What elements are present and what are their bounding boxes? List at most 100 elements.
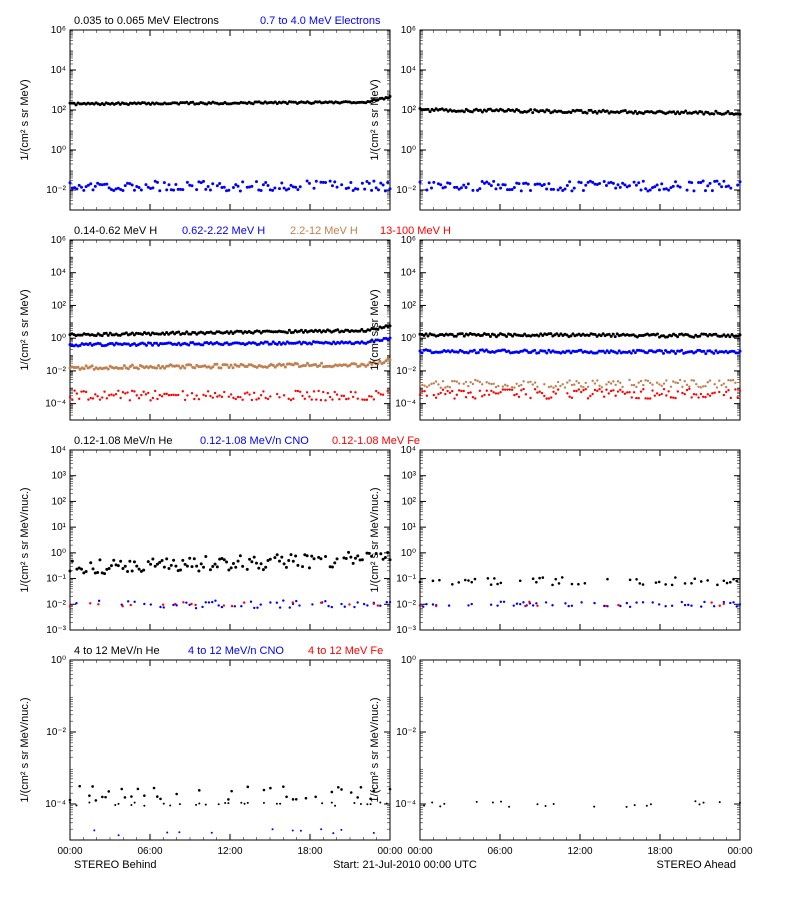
- footer-left: STEREO Behind: [74, 859, 157, 871]
- data-series: [69, 389, 389, 401]
- ytick-label: 10⁻²: [396, 185, 416, 196]
- legend-item: 0.14-0.62 MeV H: [74, 225, 157, 237]
- xtick-label: 06:00: [487, 846, 512, 857]
- data-series: [419, 332, 742, 339]
- ytick-label: 10⁻¹: [46, 574, 66, 585]
- ytick-label: 10⁰: [51, 548, 66, 559]
- ytick-label: 10⁴: [401, 268, 416, 279]
- data-series: [419, 388, 741, 400]
- ytick-label: 10⁻²: [396, 727, 416, 738]
- ytick-label: 10²: [52, 496, 67, 507]
- ytick-label: 10⁻³: [46, 625, 66, 636]
- ytick-label: 10⁻³: [396, 625, 416, 636]
- legend-item: 0.12-1.08 MeV/n CNO: [200, 435, 309, 447]
- legend-item: 2.2-12 MeV H: [290, 225, 358, 237]
- ytick-label: 10⁻²: [46, 599, 66, 610]
- ytick-label: 10⁰: [401, 548, 416, 559]
- legend-item: 0.62-2.22 MeV H: [182, 225, 265, 237]
- ytick-label: 10⁻⁴: [395, 799, 416, 810]
- data-series: [69, 801, 388, 806]
- legend-item: 0.035 to 0.065 MeV Electrons: [74, 15, 219, 27]
- xtick-label: 18:00: [297, 846, 322, 857]
- xtick-label: 00:00: [727, 846, 752, 857]
- xtick-label: 06:00: [137, 846, 162, 857]
- ytick-label: 10²: [402, 300, 417, 311]
- legend-item: 0.7 to 4.0 MeV Electrons: [260, 15, 381, 27]
- data-series: [69, 95, 392, 107]
- ytick-label: 10⁰: [51, 333, 66, 344]
- y-axis-label: 1/(cm² s sr MeV/nuc.): [369, 697, 381, 802]
- y-axis-label: 1/(cm² s sr MeV): [369, 79, 381, 160]
- ytick-label: 10⁻²: [46, 727, 66, 738]
- xtick-label: 00:00: [377, 846, 402, 857]
- ytick-label: 10⁶: [51, 25, 66, 36]
- ytick-label: 10²: [52, 105, 67, 116]
- ytick-label: 10⁴: [51, 445, 66, 456]
- legend-item: 0.12-1.08 MeV/n He: [74, 435, 172, 447]
- ytick-label: 10⁰: [51, 145, 66, 156]
- xtick-label: 12:00: [217, 846, 242, 857]
- data-series: [423, 800, 741, 808]
- ytick-label: 10⁻¹: [396, 574, 416, 585]
- ytick-label: 10⁻²: [396, 599, 416, 610]
- xtick-label: 00:00: [407, 846, 432, 857]
- ytick-label: 10³: [402, 471, 417, 482]
- y-axis-label: 1/(cm² s sr MeV/nuc.): [19, 487, 31, 592]
- panel-frame: [70, 660, 390, 840]
- y-axis-label: 1/(cm² s sr MeV): [19, 289, 31, 370]
- ytick-label: 10³: [52, 471, 67, 482]
- ytick-label: 10⁻⁴: [395, 399, 416, 410]
- panel-frame: [420, 450, 740, 630]
- legend-item: 13-100 MeV H: [380, 225, 451, 237]
- ytick-label: 10⁻²: [46, 185, 66, 196]
- panel-frame: [420, 660, 740, 840]
- legend-item: 4 to 12 MeV/n CNO: [188, 645, 284, 657]
- footer-right: STEREO Ahead: [657, 859, 737, 871]
- data-series: [419, 107, 742, 116]
- ytick-label: 10⁰: [401, 145, 416, 156]
- ytick-label: 10⁶: [51, 235, 66, 246]
- data-series: [419, 348, 742, 355]
- data-series: [69, 551, 392, 575]
- legend-item: 0.12-1.08 MeV Fe: [332, 435, 420, 447]
- data-series: [69, 357, 392, 371]
- ytick-label: 10⁻⁴: [45, 399, 66, 410]
- legend-item: 4 to 12 MeV/n He: [74, 645, 160, 657]
- y-axis-label: 1/(cm² s sr MeV): [369, 289, 381, 370]
- legend-item: 4 to 12 MeV Fe: [308, 645, 383, 657]
- ytick-label: 10⁻²: [396, 366, 416, 377]
- plot-svg: 10⁻² 10⁰ 10² 10⁴ 10⁶ 1/(cm² s sr MeV) 10⁻² 10⁰ 1…: [0, 0, 800, 900]
- data-series: [69, 599, 391, 609]
- data-series: [93, 828, 374, 836]
- ytick-label: 10⁰: [51, 655, 66, 666]
- data-series: [69, 337, 392, 348]
- ytick-label: 10⁻⁴: [45, 799, 66, 810]
- ytick-label: 10⁻²: [46, 366, 66, 377]
- xtick-label: 00:00: [57, 846, 82, 857]
- ytick-label: 10²: [402, 105, 417, 116]
- ytick-label: 10¹: [52, 522, 67, 533]
- data-series: [419, 576, 738, 586]
- data-series: [69, 324, 392, 337]
- ytick-label: 10²: [402, 496, 417, 507]
- xtick-label: 18:00: [647, 846, 672, 857]
- y-axis-label: 1/(cm² s sr MeV/nuc.): [19, 697, 31, 802]
- ytick-label: 10²: [52, 300, 67, 311]
- ytick-label: 10⁴: [401, 65, 416, 76]
- data-series: [69, 785, 392, 802]
- xtick-label: 12:00: [567, 846, 592, 857]
- ytick-label: 10¹: [402, 522, 417, 533]
- ytick-label: 10⁴: [51, 268, 66, 279]
- chart-grid: { "layout": { "width": 800, "height": 90…: [0, 0, 800, 900]
- ytick-label: 10⁰: [401, 655, 416, 666]
- ytick-label: 10⁶: [401, 25, 416, 36]
- data-series: [69, 180, 392, 193]
- y-axis-label: 1/(cm² s sr MeV): [19, 79, 31, 160]
- ytick-label: 10⁴: [51, 65, 66, 76]
- y-axis-label: 1/(cm² s sr MeV/nuc.): [369, 487, 381, 592]
- ytick-label: 10⁰: [401, 333, 416, 344]
- data-series: [419, 601, 741, 608]
- data-series: [419, 379, 741, 389]
- data-series: [419, 180, 742, 193]
- panel-frame: [70, 30, 390, 210]
